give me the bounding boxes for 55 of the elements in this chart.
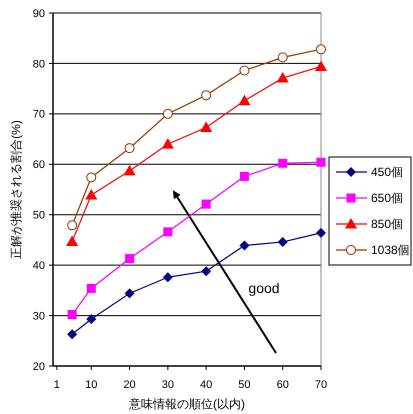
point: [315, 60, 327, 71]
x-tick-label: 60: [276, 379, 289, 391]
point: [163, 227, 172, 236]
x-tick-label: 20: [123, 379, 136, 391]
point: [124, 143, 135, 154]
point: [162, 138, 174, 149]
point: [278, 236, 288, 247]
point: [238, 94, 250, 106]
point: [201, 266, 212, 276]
y-tick-label: 40: [32, 260, 45, 272]
point: [67, 329, 78, 340]
point: [201, 90, 212, 100]
point: [278, 158, 288, 168]
point: [67, 220, 78, 230]
x-tick-label: 10: [85, 379, 98, 391]
point: [316, 158, 326, 167]
y-tick-label: 60: [32, 159, 45, 172]
point: [240, 172, 249, 181]
x-tick-label: 40: [200, 379, 212, 391]
legend-label: 450個: [371, 165, 404, 180]
legend-label: 850個: [371, 217, 404, 232]
point: [124, 164, 136, 176]
point: [162, 108, 173, 119]
point: [86, 314, 96, 324]
y-tick-label: 70: [32, 108, 45, 121]
point: [200, 121, 212, 132]
legend-label: 1038個: [371, 243, 410, 258]
point: [66, 235, 78, 246]
point: [316, 228, 326, 238]
point: [239, 65, 250, 76]
y-axis-title: 正解が推奨される割合(%): [9, 120, 23, 259]
x-axis-title: 意味情報の順位(以内): [128, 397, 245, 411]
point: [86, 172, 96, 182]
point: [125, 254, 134, 264]
legend-label: 650個: [371, 191, 404, 206]
y-tick-label: 50: [32, 210, 45, 222]
point: [124, 288, 135, 298]
point: [202, 200, 211, 209]
point: [276, 72, 289, 83]
point: [86, 284, 96, 293]
y-tick-label: 80: [32, 58, 45, 70]
point: [316, 44, 326, 54]
x-tick-label: 50: [238, 379, 251, 391]
y-tick-label: 30: [32, 310, 45, 322]
point: [85, 189, 98, 200]
point: [239, 240, 250, 250]
point: [68, 310, 77, 320]
x-tick-label: 1: [54, 379, 60, 391]
annotation: good: [248, 280, 280, 296]
y-tick-label: 20: [32, 360, 45, 373]
x-tick-label: 70: [314, 379, 328, 391]
y-tick-label: 90: [32, 8, 45, 20]
x-tick-label: 30: [162, 379, 174, 391]
point: [278, 52, 288, 62]
point: [162, 272, 173, 282]
